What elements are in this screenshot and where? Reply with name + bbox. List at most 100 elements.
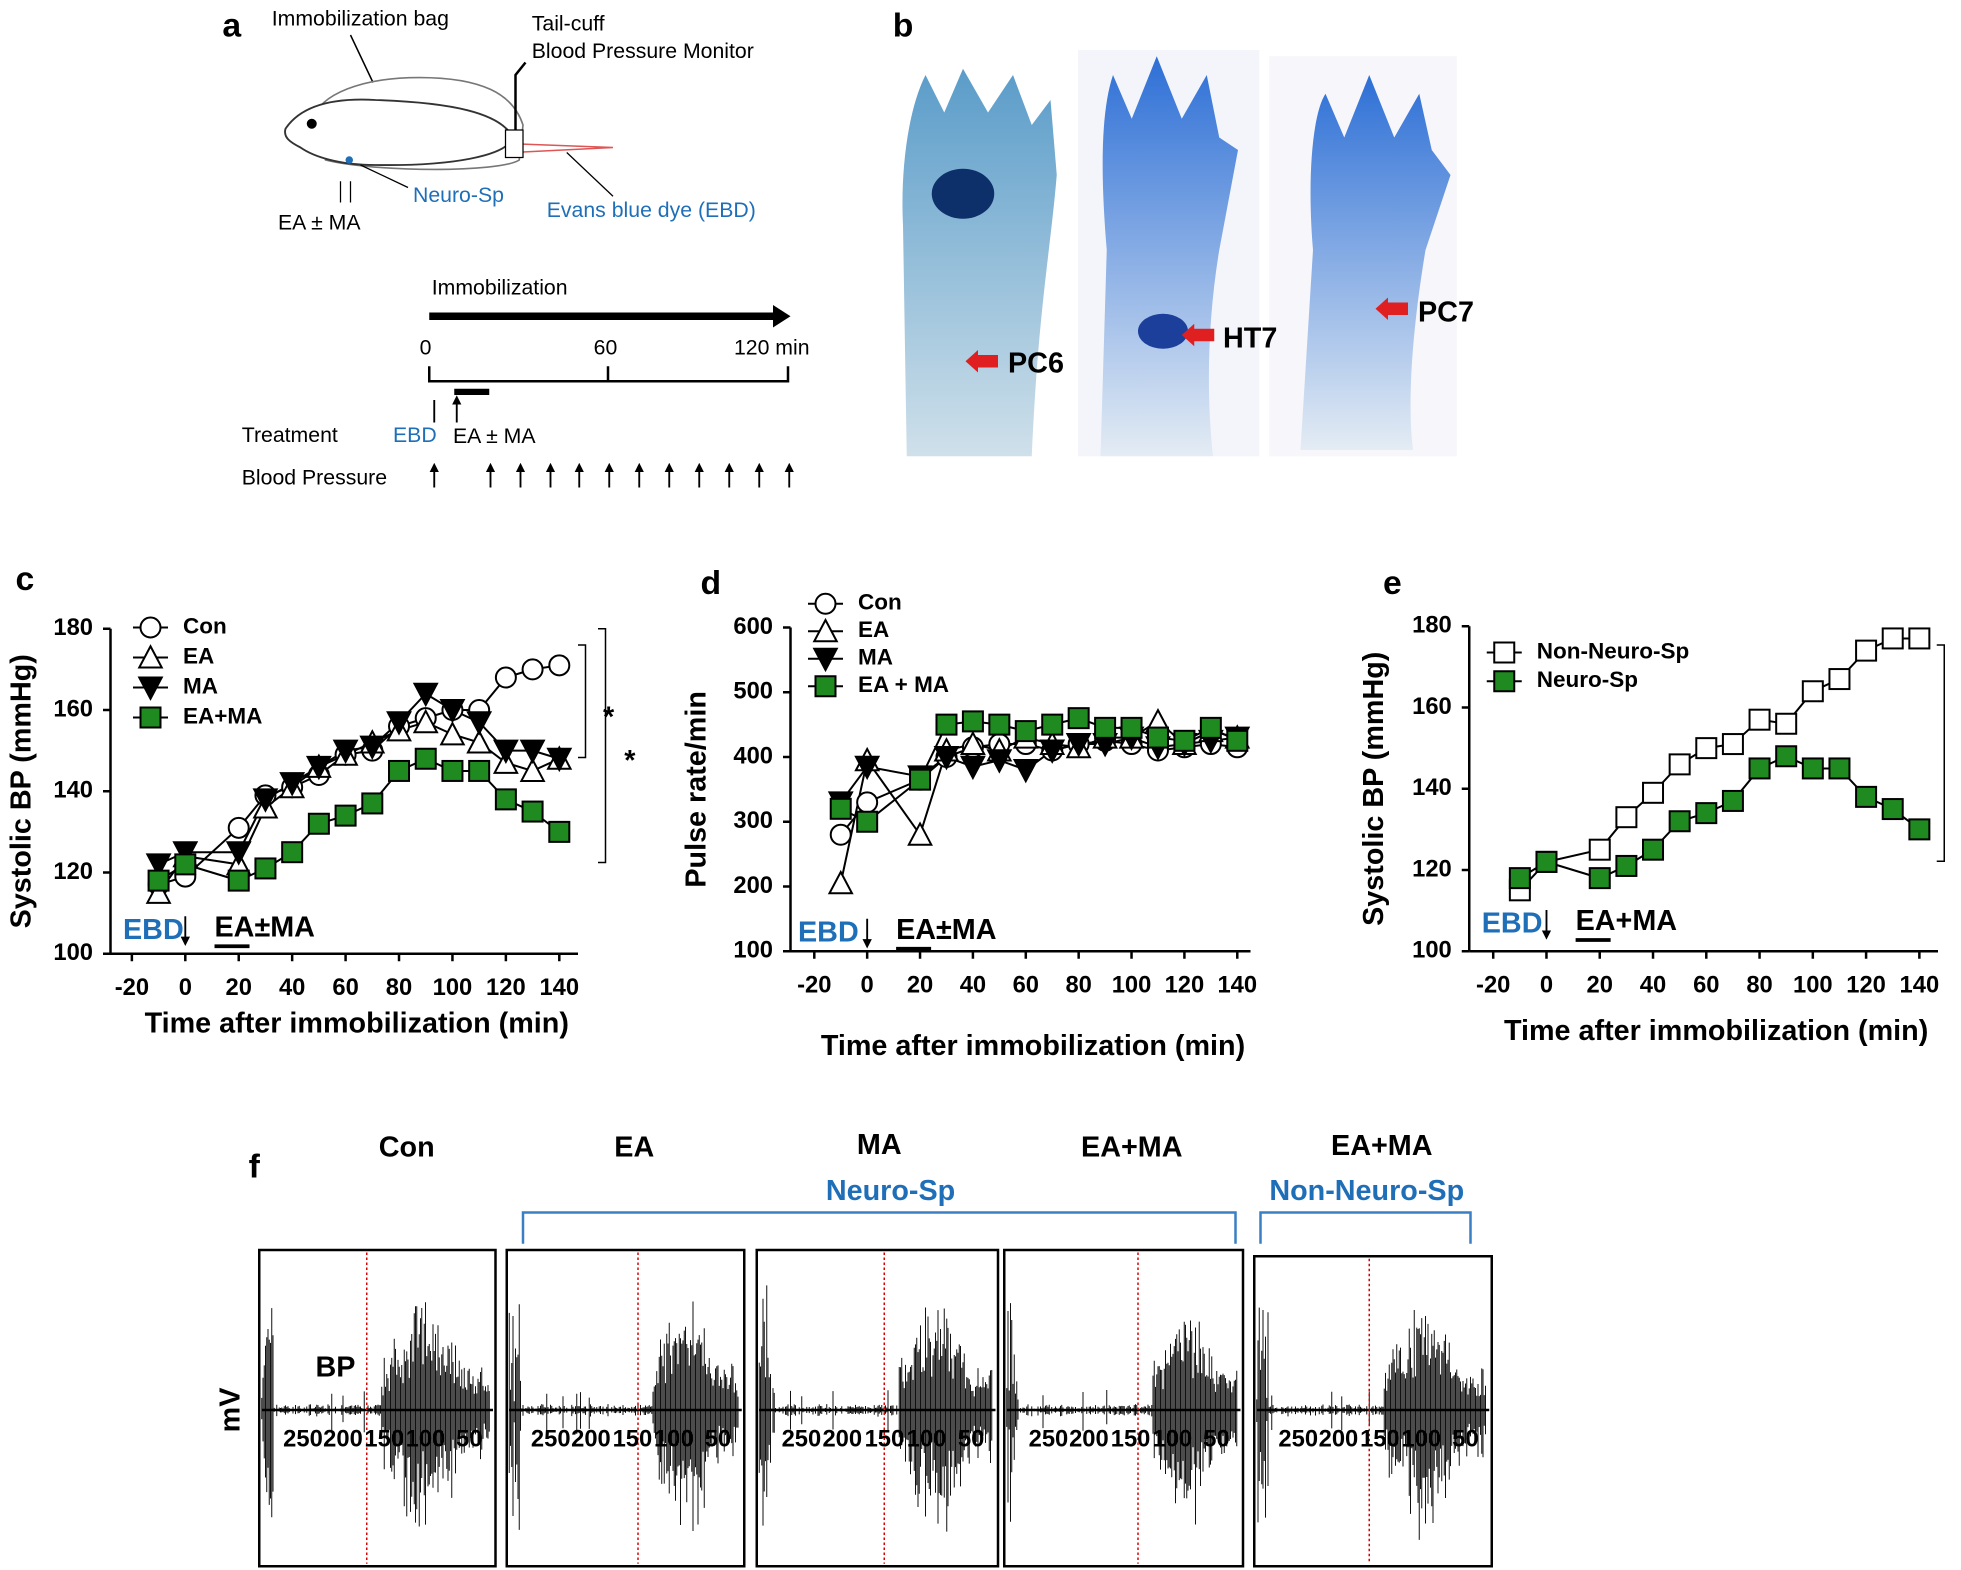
point xyxy=(1775,712,1798,735)
point xyxy=(933,746,960,771)
point xyxy=(960,755,986,781)
point xyxy=(519,739,546,765)
point xyxy=(225,841,252,866)
x-tick-label: -20 xyxy=(115,974,149,1001)
point xyxy=(307,812,330,835)
point xyxy=(412,708,439,734)
y-tick-label: 600 xyxy=(733,613,773,640)
paw xyxy=(1100,56,1238,457)
point-label: PC6 xyxy=(1008,348,1064,380)
point xyxy=(1226,729,1249,752)
point xyxy=(281,841,304,864)
point xyxy=(1668,810,1691,833)
point xyxy=(254,857,277,880)
annotation: EA±MA xyxy=(896,914,996,946)
stain xyxy=(931,168,995,219)
point xyxy=(856,791,879,814)
pointer xyxy=(360,164,409,189)
pointer xyxy=(566,152,614,197)
point xyxy=(1642,838,1665,861)
point xyxy=(345,156,353,164)
legend-label: EA xyxy=(183,643,214,668)
pointer xyxy=(349,34,374,83)
point xyxy=(332,739,359,765)
scale-label: 250 xyxy=(1278,1425,1318,1452)
point xyxy=(1855,639,1878,662)
bag xyxy=(312,76,524,171)
point xyxy=(1801,757,1824,780)
point xyxy=(521,800,544,823)
point xyxy=(334,804,357,827)
trace-box xyxy=(1003,1248,1245,1568)
point xyxy=(1721,789,1744,812)
point xyxy=(1748,757,1771,780)
scale-label: 200 xyxy=(323,1425,363,1452)
y-axis-label: Systolic BP (mmHg) xyxy=(6,654,38,928)
arrowhead xyxy=(773,305,791,328)
label: 60 xyxy=(594,335,618,359)
point xyxy=(386,711,412,736)
trace xyxy=(261,1302,490,1527)
panel-f: f Con EA MA EA+MA EA+MA Neuro-Sp Non-Neu… xyxy=(214,1129,1493,1568)
x-tick-label: 60 xyxy=(1693,972,1719,999)
red-arrow xyxy=(965,350,998,373)
charts: c 100 120 140 160 180 -20 0 20 40 60 80 100 120 140 Sys… xyxy=(6,560,1945,1062)
label: EA ± MA xyxy=(278,210,361,234)
point xyxy=(494,666,517,689)
cuff-tube xyxy=(514,61,527,130)
point xyxy=(1828,668,1851,691)
point xyxy=(1881,627,1904,650)
annotation: EBD xyxy=(1482,908,1543,940)
y-tick-label: 140 xyxy=(1412,774,1452,801)
x-tick-label: 140 xyxy=(539,974,579,1001)
point xyxy=(1535,850,1558,873)
point xyxy=(1881,798,1904,821)
legend-marker xyxy=(1493,670,1516,693)
x-axis-label: Time after immobilization (min) xyxy=(145,1008,569,1040)
scale-label: 100 xyxy=(1152,1425,1192,1452)
label: EA ± MA xyxy=(453,424,536,448)
point xyxy=(1120,716,1143,739)
x-tick-label: 40 xyxy=(279,974,305,1001)
x-tick-label: 100 xyxy=(433,974,473,1001)
point xyxy=(1748,708,1771,731)
trace-box xyxy=(505,1248,746,1568)
timeline xyxy=(428,366,790,383)
annotation: EA±MA xyxy=(215,911,315,943)
scale-label: 50 xyxy=(1452,1425,1478,1452)
y-axis-label: Pulse rate/min xyxy=(681,691,713,888)
x-tick-label: 20 xyxy=(907,972,933,999)
x-tick-label: 0 xyxy=(861,972,874,999)
point xyxy=(1668,753,1691,776)
trace-title: EA+MA xyxy=(1331,1130,1432,1162)
arrows xyxy=(433,400,457,423)
legend-label: EA+MA xyxy=(183,703,262,728)
point xyxy=(856,810,879,833)
scale-label: 200 xyxy=(571,1425,611,1452)
panel-b: b PC6 HT7 PC7 xyxy=(893,6,1474,457)
bp-arrows xyxy=(429,462,794,488)
point xyxy=(1908,818,1931,841)
x-tick-label: -20 xyxy=(1476,972,1510,999)
x-tick-label: 20 xyxy=(226,974,252,1001)
group-label: Non-Neuro-Sp xyxy=(1269,1175,1464,1207)
point xyxy=(439,720,466,746)
label: 0 xyxy=(420,335,432,359)
point xyxy=(1775,745,1798,768)
panel-letter: b xyxy=(893,6,914,44)
y-tick-label: 100 xyxy=(733,937,773,964)
point xyxy=(827,869,854,895)
x-tick-label: 60 xyxy=(332,974,358,1001)
x-tick-label: 0 xyxy=(1540,972,1553,999)
legend-label: Neuro-Sp xyxy=(1537,667,1638,692)
x-tick-label: 140 xyxy=(1217,972,1257,999)
chart: e 100 120 140 160 180 -20 0 20 40 60 80 100 120 140 Sys… xyxy=(1358,564,1945,1047)
x-tick-label: 0 xyxy=(179,974,192,1001)
point xyxy=(252,788,279,813)
point xyxy=(1855,785,1878,808)
scale-label: 50 xyxy=(705,1425,731,1452)
bracket xyxy=(1936,644,1945,862)
bracket xyxy=(1259,1211,1472,1244)
point xyxy=(388,759,411,782)
